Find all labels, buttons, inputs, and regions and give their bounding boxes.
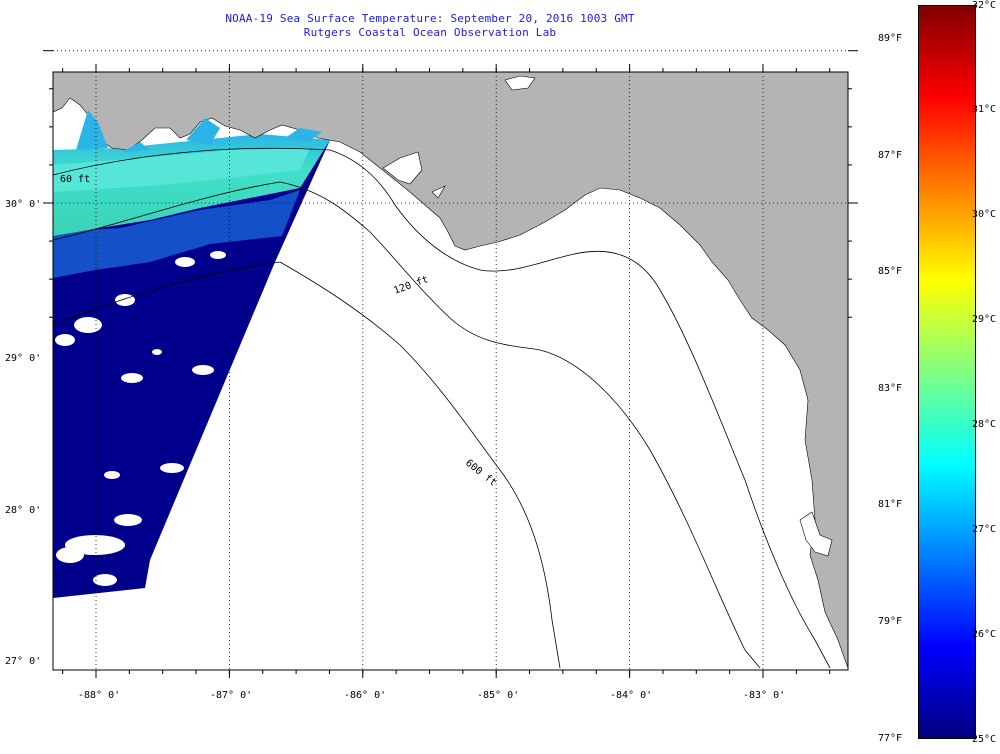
- land-mass: [53, 72, 848, 669]
- colorbar-c-30: 30°C: [972, 209, 997, 220]
- colorbar-f-89: 89°F: [878, 33, 903, 44]
- colorbar-f-87: 87°F: [878, 150, 903, 161]
- lat-label-29: 29° 0': [5, 353, 41, 364]
- colorbar-f-79: 79°F: [878, 616, 903, 627]
- lat-label-27: 27° 0': [5, 656, 41, 667]
- temperature-colorbar: [918, 5, 976, 739]
- lon-label-86: -86° 0': [344, 690, 386, 700]
- lat-label-30: 30° 0': [5, 199, 41, 210]
- colorbar-f-81: 81°F: [878, 499, 903, 510]
- lon-label-88: -88° 0': [78, 690, 120, 700]
- colorbar-c-31: 31°C: [972, 104, 997, 115]
- lon-label-83: -83° 0': [743, 690, 785, 700]
- colorbar-c-27: 27°C: [972, 524, 997, 535]
- lat-label-28: 28° 0': [5, 505, 41, 516]
- colorbar-c-26: 26°C: [972, 629, 997, 640]
- colorbar-f-83: 83°F: [878, 383, 903, 394]
- colorbar-f-77: 77°F: [878, 733, 903, 744]
- isobath-60ft: [53, 147, 831, 669]
- map-subtitle: Rutgers Coastal Ocean Observation Lab: [303, 26, 557, 39]
- cloud-patches: [55, 251, 226, 586]
- sst-map: 60 ft 120 ft 600 ft 30° 0' 29° 0' 28° 0'…: [5, 50, 858, 700]
- colorbar-c-29: 29°C: [972, 314, 997, 325]
- lon-label-87: -87° 0': [210, 690, 252, 700]
- longitude-labels: -88° 0' -87° 0' -86° 0' -85° 0' -84° 0' …: [78, 690, 785, 700]
- isobath-label-60ft: 60 ft: [60, 174, 90, 185]
- map-frame: [52, 71, 849, 671]
- map-title: NOAA-19 Sea Surface Temperature: Septemb…: [225, 12, 635, 25]
- colorbar-c-25: 25°C: [972, 734, 997, 745]
- graticule: [43, 50, 858, 678]
- lon-label-85: -85° 0': [477, 690, 519, 700]
- lon-label-84: -84° 0': [610, 690, 652, 700]
- sst-swath-mid: [53, 190, 300, 278]
- sst-inshore: [76, 110, 322, 152]
- colorbar-c-32: 32°C: [972, 0, 997, 11]
- isobaths: [53, 147, 831, 669]
- isobath-120ft: [53, 181, 761, 669]
- colorbar-c-28: 28°C: [972, 419, 997, 430]
- coastal-bays: [382, 75, 833, 557]
- colorbar-f-85: 85°F: [878, 266, 903, 277]
- latitude-labels: 30° 0' 29° 0' 28° 0' 27° 0': [5, 199, 41, 667]
- isobath-600ft: [53, 261, 561, 669]
- sst-swath-coastal: [53, 148, 310, 192]
